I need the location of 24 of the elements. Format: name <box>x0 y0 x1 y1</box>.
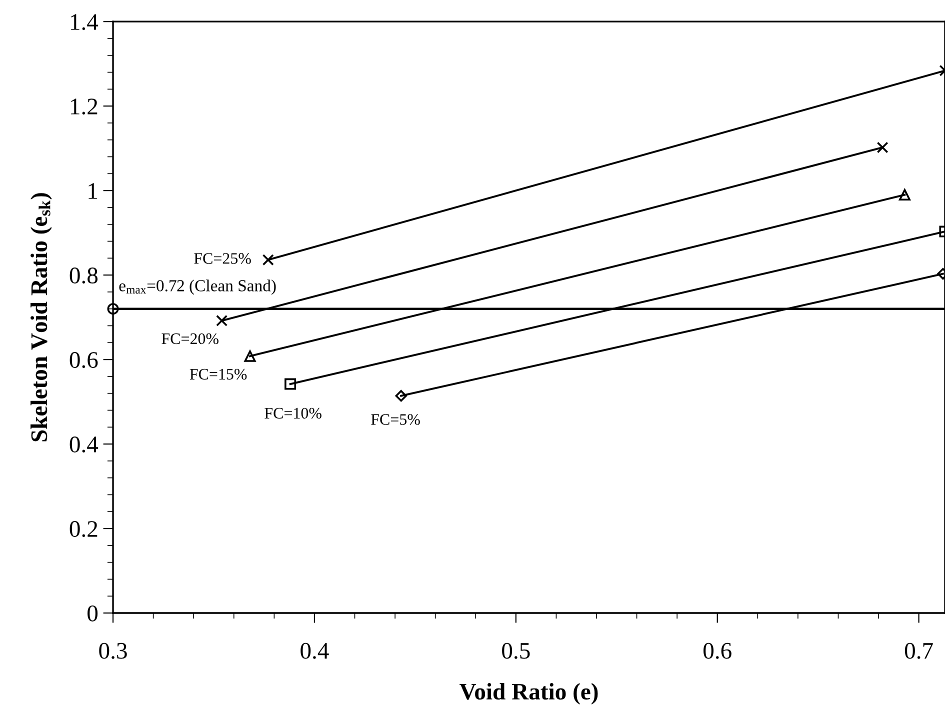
point <box>107 303 119 315</box>
y-tick-label: 1.4 <box>71 14 98 30</box>
series-label: FC=5% <box>371 414 420 425</box>
y-tick-label: 0 <box>88 606 98 622</box>
y-tick-label: 0.8 <box>70 268 98 284</box>
series-label: FC=10% <box>264 408 322 419</box>
y-tick-label: 0.2 <box>70 521 98 538</box>
point <box>244 350 256 362</box>
series-label: FC=20% <box>162 333 218 344</box>
x-tick-label: 0.5 <box>502 642 530 659</box>
point <box>216 314 228 326</box>
series-label: FC=25% <box>194 253 251 264</box>
series-label: FC=15% <box>190 368 247 380</box>
x-tick-label: 0.6 <box>704 642 732 659</box>
x-tick-label: 0.4 <box>300 642 329 659</box>
ref-line-label: e$_{max}$=0.72 (Clean Sand) <box>119 280 276 295</box>
x-tick-label: 0.3 <box>99 642 127 659</box>
y-tick-label: 1 <box>88 183 98 199</box>
y-tick-label: 0.6 <box>70 352 98 368</box>
y-axis-title: Skeleton Void Ratio (e$_{sk}$) <box>30 193 52 442</box>
y-tick-label: 1.2 <box>71 98 98 115</box>
x-axis-title: Void Ratio (e) <box>460 683 598 704</box>
x-tick-label: 0.7 <box>904 642 933 659</box>
y-tick-label: 0.4 <box>70 436 98 453</box>
